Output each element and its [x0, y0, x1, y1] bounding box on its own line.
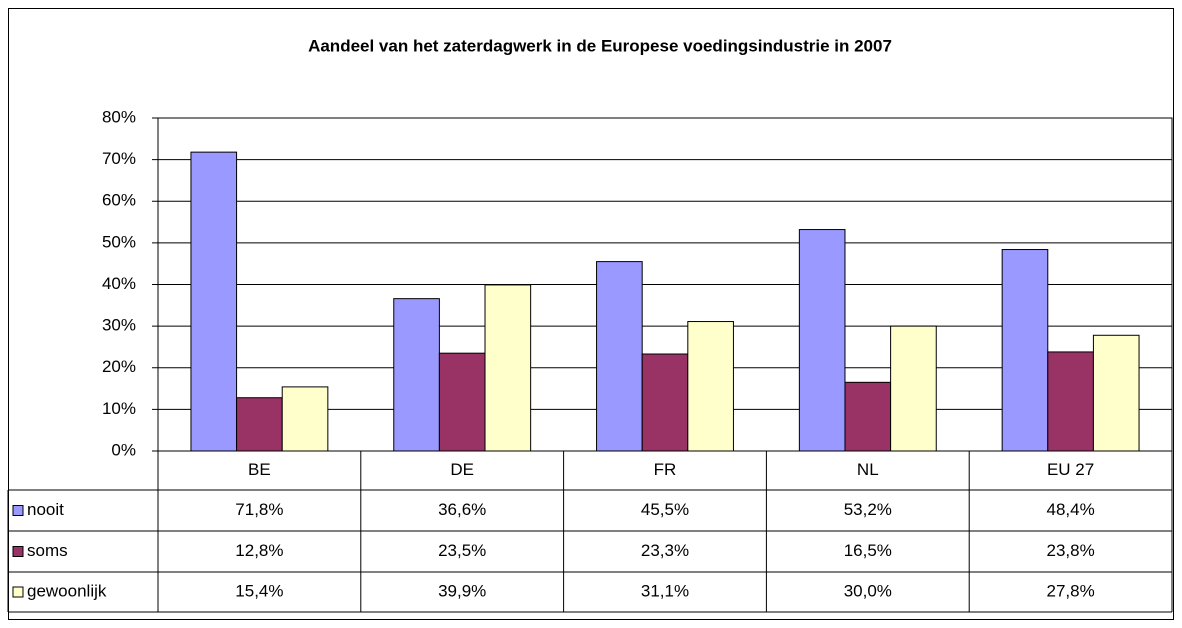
y-tick-label: 50%	[102, 232, 136, 251]
x-tick-label: NL	[857, 460, 879, 479]
bar	[484, 284, 532, 452]
bar	[890, 325, 937, 452]
value-label: 23,5%	[438, 541, 486, 560]
value-label: 12,8%	[235, 541, 283, 560]
value-label: 16,5%	[844, 541, 892, 560]
y-tick-label: 10%	[102, 399, 136, 418]
bar	[236, 397, 283, 452]
bar	[190, 151, 238, 452]
legend-key	[12, 505, 24, 516]
chart-title: Aandeel van het zaterdagwerk in de Europ…	[308, 36, 892, 55]
y-tick-label: 40%	[102, 274, 136, 293]
bar	[844, 381, 892, 452]
bar	[1001, 249, 1049, 452]
legend-label: soms	[27, 541, 68, 560]
y-tick-label: 20%	[102, 357, 136, 376]
bar	[281, 386, 329, 452]
bar	[641, 353, 689, 452]
y-tick-label: 80%	[102, 107, 136, 126]
legend-key	[12, 586, 24, 598]
bar	[438, 352, 486, 452]
value-label: 39,9%	[438, 581, 486, 600]
value-label: 48,4%	[1046, 500, 1094, 519]
value-label: 31,1%	[641, 581, 689, 600]
value-label: 71,8%	[235, 500, 283, 519]
y-tick-label: 0%	[111, 440, 136, 459]
value-label: 36,6%	[438, 500, 486, 519]
y-tick-label: 70%	[102, 149, 136, 168]
value-label: 23,3%	[641, 541, 689, 560]
y-tick-label: 30%	[102, 316, 136, 335]
x-tick-label: EU 27	[1047, 460, 1094, 479]
bar	[798, 229, 846, 452]
legend-label: nooit	[27, 500, 64, 519]
value-label: 53,2%	[844, 500, 892, 519]
bar	[687, 321, 734, 452]
value-label: 15,4%	[235, 581, 283, 600]
value-label: 30,0%	[844, 581, 892, 600]
legend-label: gewoonlijk	[27, 581, 107, 600]
bar	[1047, 351, 1094, 452]
legend-key	[12, 546, 24, 557]
value-label: 27,8%	[1046, 581, 1094, 600]
value-label: 45,5%	[641, 500, 689, 519]
y-tick-label: 60%	[102, 191, 136, 210]
x-tick-label: FR	[654, 460, 677, 479]
x-tick-label: BE	[248, 460, 271, 479]
x-tick-label: DE	[450, 460, 474, 479]
bar	[1092, 334, 1140, 452]
bar	[393, 298, 440, 452]
bar	[596, 261, 643, 452]
value-label: 23,8%	[1046, 541, 1094, 560]
